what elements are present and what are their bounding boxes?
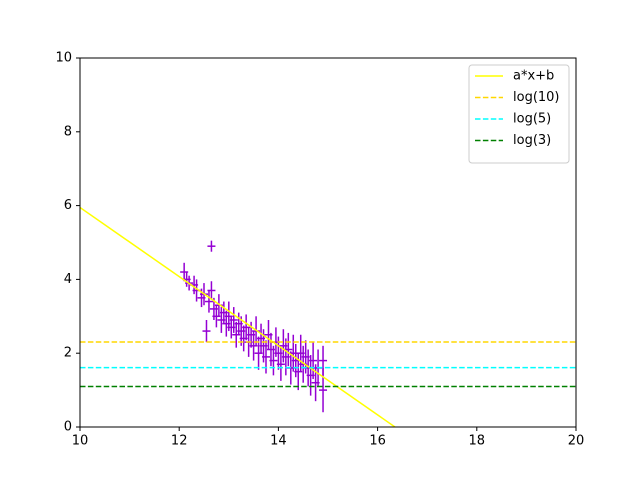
x-tick-label: 12 (171, 434, 188, 449)
legend-label: a*x+b (513, 69, 554, 84)
x-tick-label: 16 (369, 434, 386, 449)
fit-line (80, 206, 396, 427)
x-tick-label: 14 (270, 434, 287, 449)
x-tick-label: 10 (72, 434, 89, 449)
x-tick-label: 20 (568, 434, 585, 449)
legend-box (468, 64, 570, 164)
x-tick-label: 18 (469, 434, 486, 449)
y-tick-label: 4 (64, 272, 72, 287)
y-tick-label: 2 (64, 346, 72, 361)
legend-label: log(5) (513, 112, 551, 127)
y-tick-label: 10 (55, 51, 72, 66)
y-tick-label: 8 (64, 124, 72, 139)
y-tick-label: 0 (64, 420, 72, 435)
legend-label: log(3) (513, 133, 551, 148)
y-tick-label: 6 (64, 198, 72, 213)
plot-area (80, 206, 576, 427)
axes-frame (79, 57, 577, 428)
legend-label: log(10) (513, 90, 560, 105)
